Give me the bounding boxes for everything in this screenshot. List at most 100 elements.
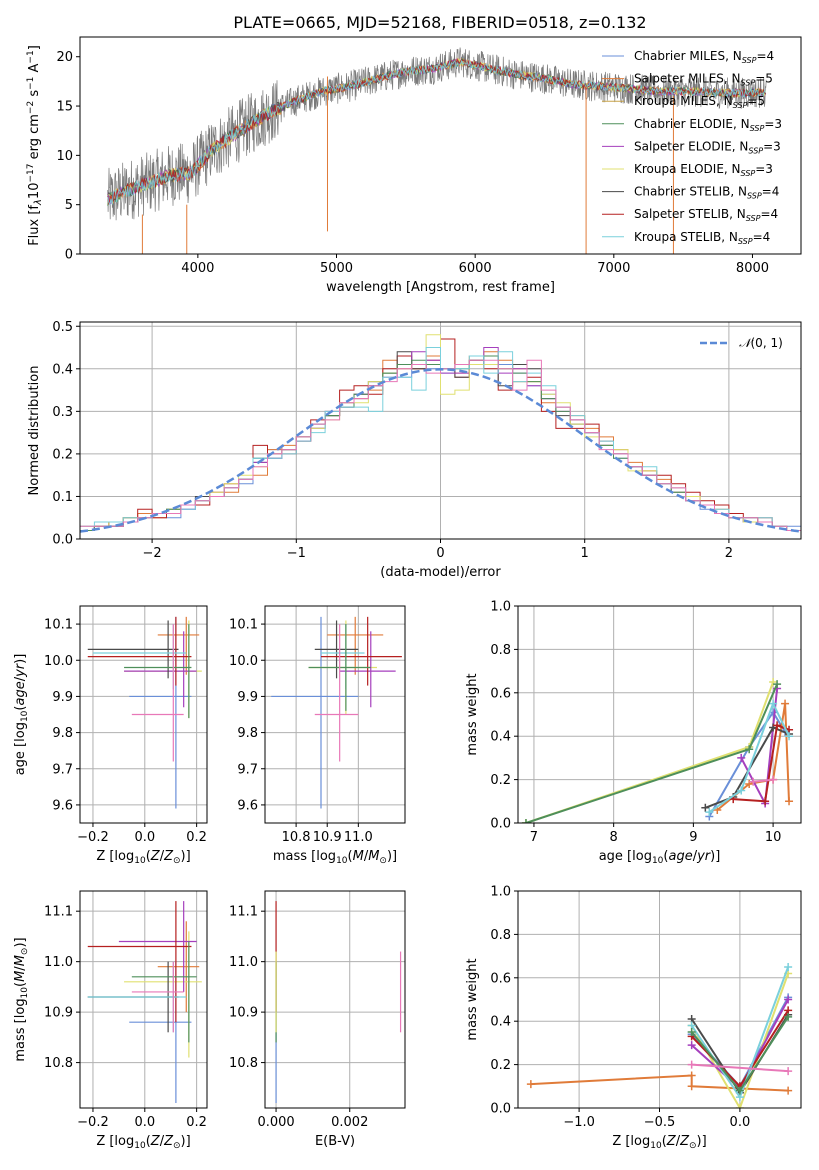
weight-vs-age-lines xyxy=(521,677,794,823)
x-tick-label: 0.0 xyxy=(730,1115,751,1130)
age-vs-Z-xlabel: Z [log10(Z/Z⊙)] xyxy=(96,849,190,866)
y-tick-label: 10.9 xyxy=(44,1006,73,1021)
weight-marker xyxy=(705,808,714,817)
weight-marker xyxy=(735,1086,744,1095)
weight-marker xyxy=(687,1041,696,1050)
x-tick-label: 0.2 xyxy=(186,830,207,845)
y-tick-label: 10.0 xyxy=(229,654,258,669)
spectrum-xlabel: wavelength [Angstrom, rest frame] xyxy=(326,280,555,295)
x-tick-label: 11.0 xyxy=(344,830,373,845)
weight-marker xyxy=(784,1086,793,1095)
y-tick-label: 10.8 xyxy=(44,1056,73,1071)
y-tick-label: 11.0 xyxy=(44,955,73,970)
weight-marker xyxy=(749,777,758,786)
weight-vs-Z-ylabel: mass weight xyxy=(465,958,480,1040)
y-tick-label: 0.4 xyxy=(490,1015,511,1030)
weight-line xyxy=(708,710,786,817)
y-tick-label: 10.9 xyxy=(229,1006,258,1021)
model-spectrum-line xyxy=(107,59,766,206)
mass-vs-EBV-xlabel: E(B-V) xyxy=(315,1134,355,1149)
weight-marker xyxy=(687,1071,696,1080)
legend-label: Chabrier STELIB, NSSP=4 xyxy=(634,185,779,201)
y-tick-label: 0.2 xyxy=(490,773,511,788)
x-tick-label: 7000 xyxy=(597,261,630,276)
y-tick-label: 11.1 xyxy=(44,905,73,920)
y-tick-label: 0.5 xyxy=(52,320,73,335)
x-tick-label: 8 xyxy=(610,830,618,845)
weight-marker xyxy=(785,797,794,806)
weight-marker xyxy=(687,1082,696,1091)
weight-vs-age-frame xyxy=(517,605,802,824)
y-tick-label: 0.2 xyxy=(490,1058,511,1073)
legend-label: Salpeter ELODIE, NSSP=3 xyxy=(634,139,781,155)
figure-title: PLATE=0665, MJD=52168, FIBERID=0518, z=0… xyxy=(233,13,646,32)
weight-marker xyxy=(773,721,782,730)
spectrum-ylabel: Flux [fλ10−17 erg cm−2 s−1 A−1] xyxy=(26,45,44,246)
y-tick-label: 10.1 xyxy=(44,618,73,633)
model-spectrum-line xyxy=(107,57,766,205)
weight-line xyxy=(733,724,790,803)
y-tick-label: 0.6 xyxy=(490,971,511,986)
residuals-xlabel: (data-model)/error xyxy=(380,565,501,580)
y-tick-label: 0.0 xyxy=(52,533,73,548)
y-tick-label: 9.7 xyxy=(237,762,258,777)
weight-marker xyxy=(761,797,770,806)
legend-label: Chabrier MILES, NSSP=4 xyxy=(634,49,774,65)
weight-vs-Z-lines xyxy=(526,962,793,1108)
weight-marker xyxy=(781,699,790,708)
age-vs-Z-ylabel: age [log10(age/yr)] xyxy=(13,654,30,776)
x-tick-label: 0.000 xyxy=(257,1115,294,1130)
x-tick-label: 6000 xyxy=(459,261,492,276)
spectrum-legend: Chabrier MILES, NSSP=4 Salpeter MILES, NS… xyxy=(602,49,782,246)
residuals-legend: 𝒩(0, 1) xyxy=(700,336,783,350)
spectrum-lines xyxy=(107,47,767,254)
weight-marker xyxy=(769,699,778,708)
x-tick-label: 1 xyxy=(581,546,589,561)
weight-marker xyxy=(784,995,793,1004)
x-tick-label: 0.0 xyxy=(134,1115,155,1130)
y-tick-label: 1.0 xyxy=(490,885,511,900)
age-vs-mass-frame xyxy=(264,605,406,824)
weight-vs-Z-xlabel: Z [log10(Z/Z⊙)] xyxy=(612,1134,706,1151)
age-vs-Z-frame xyxy=(79,605,208,824)
y-tick-label: 9.6 xyxy=(52,798,73,813)
y-tick-label: 0.4 xyxy=(52,362,73,377)
weight-vs-Z-frame xyxy=(517,890,802,1109)
age-vs-mass-axes: 10.8 10.9 11.0 9.6 9.7 9.8 9.9 10.0 10.1 xyxy=(229,606,405,845)
y-tick-label: 9.7 xyxy=(52,762,73,777)
x-tick-label: 8000 xyxy=(736,261,769,276)
x-tick-label: 7 xyxy=(530,830,538,845)
legend-label: Salpeter STELIB, NSSP=4 xyxy=(634,207,778,223)
legend-label: Kroupa MILES, NSSP=5 xyxy=(634,94,765,110)
legend-label: Kroupa ELODIE, NSSP=3 xyxy=(634,162,773,178)
weight-marker xyxy=(526,1080,535,1089)
mass-vs-Z-frame xyxy=(79,890,208,1109)
age-vs-Z-points xyxy=(87,616,202,809)
y-tick-label: 10.8 xyxy=(229,1056,258,1071)
weight-marker xyxy=(521,819,530,823)
y-tick-label: 1.0 xyxy=(490,600,511,615)
y-tick-label: 0.6 xyxy=(490,686,511,701)
mass-vs-EBV-frame xyxy=(264,890,406,1109)
y-tick-label: 0.2 xyxy=(52,447,73,462)
y-tick-label: 10 xyxy=(56,149,73,164)
spectrum-axes: 4000 5000 6000 7000 8000 0 5 10 15 20 xyxy=(56,50,769,276)
weight-line xyxy=(704,726,790,809)
weight-marker xyxy=(737,786,746,795)
x-tick-label: 0.0 xyxy=(134,830,155,845)
x-tick-label: 4000 xyxy=(181,261,214,276)
age-vs-Z-axes: −0.2 0.0 0.2 9.6 9.7 9.8 9.9 10.0 10.1 xyxy=(44,606,207,845)
spectrum-frame xyxy=(79,36,802,255)
y-tick-label: 15 xyxy=(56,100,73,115)
weight-vs-age-xlabel: age [log10(age/yr)] xyxy=(599,849,721,866)
y-tick-label: 9.9 xyxy=(237,690,258,705)
y-tick-label: 0 xyxy=(65,248,73,263)
legend-label: Salpeter MILES, NSSP=5 xyxy=(634,72,773,88)
weight-marker xyxy=(773,680,782,689)
x-tick-label: −1 xyxy=(287,546,306,561)
y-tick-label: 0.3 xyxy=(52,405,73,420)
x-tick-label: −0.5 xyxy=(644,1115,676,1130)
residuals-frame xyxy=(79,321,802,540)
y-tick-label: 20 xyxy=(56,50,73,65)
x-tick-label: 0.002 xyxy=(331,1115,368,1130)
